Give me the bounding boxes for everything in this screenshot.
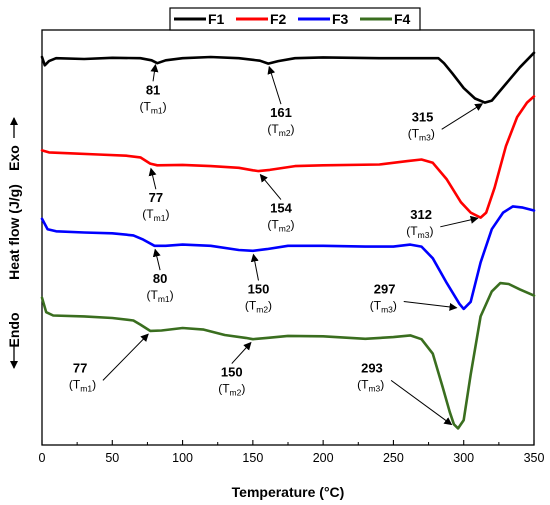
peak-annotation: 297 (Tm3) [370,282,458,315]
peak-label: (Tm1) [147,288,174,304]
x-tick-label-300: 300 [453,451,474,465]
peak-label: (Tm1) [139,99,166,115]
annotation-layer: 81 (Tm1) 161 (Tm2) 315 (Tm3) 77 (Tm1) 154 (Tm2) 31… [69,63,484,426]
peak-label: (Tm3) [370,299,397,315]
peak-temperature-value: 315 [412,109,434,124]
peak-arrow [150,63,159,82]
peak-arrow [403,301,458,311]
peak-label: (Tm2) [245,299,272,315]
peak-temperature-value: 293 [361,360,383,375]
plot-frame [41,29,535,446]
peak-label: (Tm2) [218,382,245,398]
peak-annotation: 77 (Tm1) [69,333,149,393]
peak-label: (Tm2) [267,122,294,138]
peak-arrow [152,248,161,271]
peak-arrow [440,215,479,228]
peak-temperature-value: 81 [146,82,160,97]
x-tick-label-0: 0 [39,451,46,465]
peak-arrow [390,379,453,426]
peak-temperature-value: 161 [270,105,292,120]
peak-label: (Tm2) [267,218,294,234]
x-tick-label-100: 100 [172,451,193,465]
peak-temperature-value: 150 [221,365,243,380]
x-tick-label-350: 350 [524,451,545,465]
peak-label: (Tm3) [357,377,384,393]
legend-label-f4: F4 [394,11,411,27]
x-tick-label-50: 50 [105,451,119,465]
legend-label-f3: F3 [332,11,349,27]
peak-annotation: 154 (Tm2) [259,173,295,234]
legend: F1 F2 F3 F4 [169,7,421,31]
legend-label-f1: F1 [208,11,225,27]
y-axis-endo-label: Endo [6,313,22,348]
peak-arrow [231,341,252,364]
peak-label: (Tm3) [408,126,435,142]
peak-label: (Tm3) [406,224,433,240]
peak-annotation: 80 (Tm1) [147,248,174,304]
x-tick-label-250: 250 [383,451,404,465]
x-tick-label-200: 200 [313,451,334,465]
peak-temperature-value: 154 [270,201,292,216]
peak-arrow [267,65,282,105]
y-axis-title: Heat flow (J/g) [6,184,22,280]
x-tick-label-150: 150 [242,451,263,465]
legend-box [169,7,421,31]
peak-annotation: 312 (Tm3) [406,207,479,240]
peak-annotation: 315 (Tm3) [408,103,484,142]
series-line-f1 [40,51,536,104]
peak-annotation: 77 (Tm1) [142,167,169,223]
peak-temperature-value: 297 [374,282,396,297]
peak-annotation: 150 (Tm2) [245,253,272,315]
peak-annotation: 293 (Tm3) [357,360,453,426]
series-line-f3 [40,205,536,311]
peak-temperature-value: 77 [149,190,163,205]
peak-annotation: 161 (Tm2) [267,65,295,138]
legend-label-f2: F2 [270,11,287,27]
peak-arrow [259,173,282,200]
peak-temperature-value: 80 [153,271,167,286]
peak-temperature-value: 150 [248,282,270,297]
series-layer [40,51,536,430]
x-axis-ticks: 0 50 100 150 200 250 300 350 [39,440,545,465]
peak-annotation: 150 (Tm2) [218,341,252,398]
peak-label: (Tm1) [69,377,96,393]
y-axis-title-group: Exo Heat flow (J/g) Endo [6,117,22,369]
peak-arrow [148,167,157,190]
x-axis-title: Temperature (°C) [232,484,345,500]
y-axis-exo-label: Exo [6,145,22,171]
peak-temperature-value: 77 [73,360,87,375]
peak-arrow [102,333,149,381]
peak-arrow [441,103,484,130]
peak-arrow [250,253,259,281]
series-line-f2 [40,95,536,219]
series-line-f4 [40,281,536,430]
peak-temperature-value: 312 [410,207,432,222]
peak-label: (Tm1) [142,207,169,223]
peak-annotation: 81 (Tm1) [139,63,167,115]
